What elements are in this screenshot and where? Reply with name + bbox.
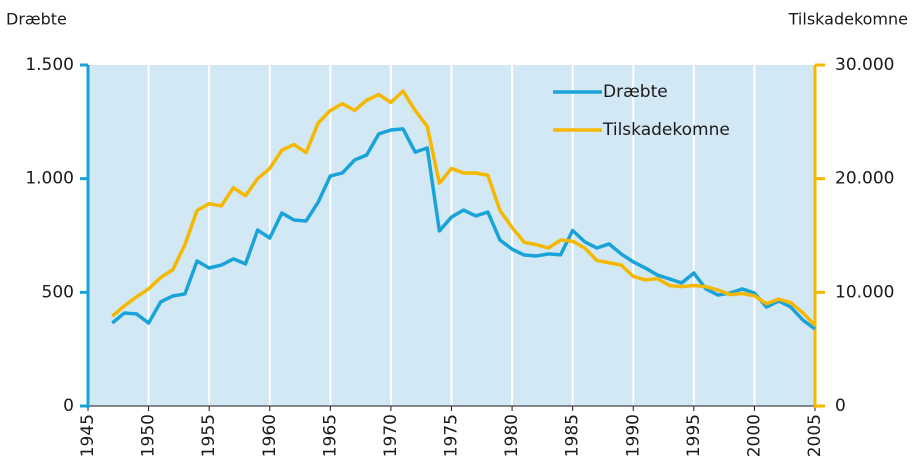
x-tick-label: 1990 <box>623 414 643 457</box>
y2-axis-label: Tilskadekomne <box>788 10 908 29</box>
y-tick-label: 1.000 <box>25 169 74 189</box>
y2-tick-label: 0 <box>835 396 846 416</box>
y2-tick-label: 30.000 <box>835 55 894 75</box>
x-tick-label: 1970 <box>381 414 401 457</box>
series-line <box>111 127 817 331</box>
x-tick-label: 1985 <box>563 414 583 457</box>
x-tick-label: 1980 <box>502 414 522 457</box>
x-tick-label: 2000 <box>744 414 764 457</box>
y-axis-label: Dræbte <box>6 10 67 29</box>
x-tick-label: 1950 <box>139 414 159 457</box>
y2-tick-label: 20.000 <box>835 169 894 189</box>
x-tick-label: 1960 <box>260 414 280 457</box>
y-tick-label: 500 <box>42 282 74 302</box>
legend-label: Dræbte <box>603 82 668 102</box>
y2-tick-label: 10.000 <box>835 282 894 302</box>
series-line <box>111 89 817 327</box>
x-tick-label: 1955 <box>199 414 219 457</box>
x-tick-label: 1995 <box>684 414 704 457</box>
y-tick-label: 1.500 <box>25 55 74 75</box>
x-tick-label: 2005 <box>805 414 825 457</box>
legend-label: Tilskadekomne <box>602 120 730 140</box>
x-tick-label: 1965 <box>320 414 340 457</box>
y-tick-label: 0 <box>63 396 74 416</box>
x-tick-label: 1945 <box>78 414 98 457</box>
x-tick-label: 1975 <box>442 414 462 457</box>
